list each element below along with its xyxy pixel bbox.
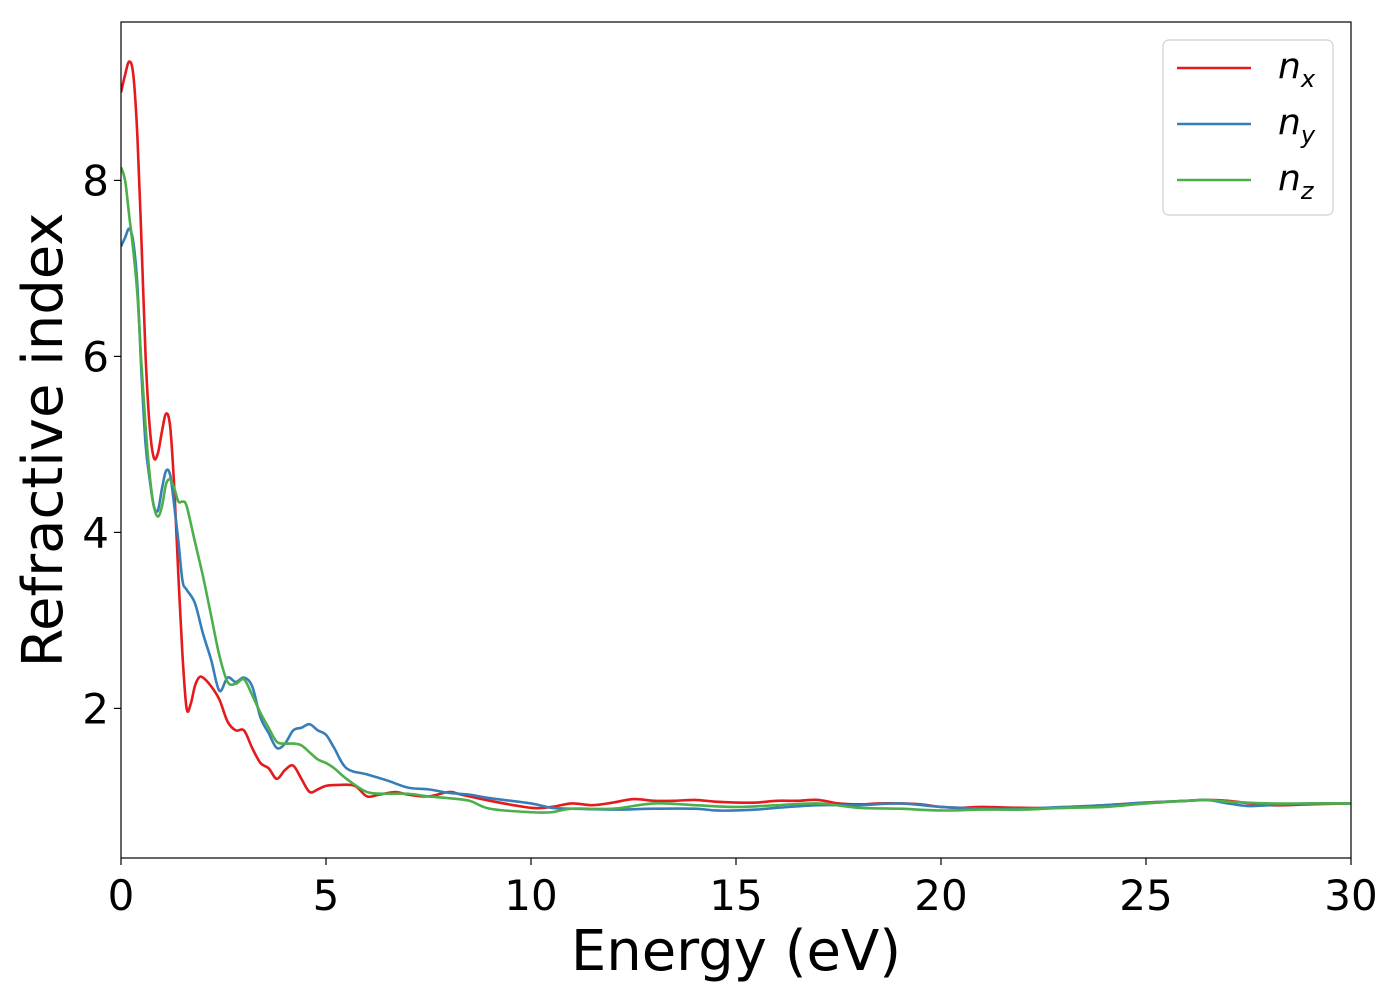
x-tick-label: 5 (313, 871, 340, 920)
legend-label-y: ny (1278, 102, 1316, 149)
x-tick-label: 15 (709, 871, 762, 920)
x-axis-title: Energy (eV) (571, 919, 901, 984)
series-line-y (121, 227, 1351, 812)
legend-box (1162, 39, 1334, 216)
x-axis-ticks: 0 5 10 15 20 25 30 (108, 858, 1378, 920)
x-tick-label: 30 (1324, 871, 1377, 920)
y-axis-ticks: 2 4 6 8 (82, 156, 121, 733)
y-tick-label: 2 (82, 684, 109, 733)
y-tick-label: 8 (82, 156, 109, 205)
y-axis-title: Refractive index (11, 213, 76, 668)
series-lines (121, 60, 1351, 814)
legend: nx ny nz (1162, 39, 1334, 216)
series-line-z (121, 166, 1351, 814)
legend-label-x: nx (1278, 46, 1316, 93)
x-tick-label: 0 (108, 871, 135, 920)
x-tick-label: 25 (1119, 871, 1172, 920)
x-tick-label: 20 (914, 871, 967, 920)
y-tick-label: 6 (82, 332, 109, 381)
y-tick-label: 4 (82, 508, 109, 557)
legend-label-z: nz (1278, 158, 1315, 205)
x-tick-label: 10 (504, 871, 557, 920)
